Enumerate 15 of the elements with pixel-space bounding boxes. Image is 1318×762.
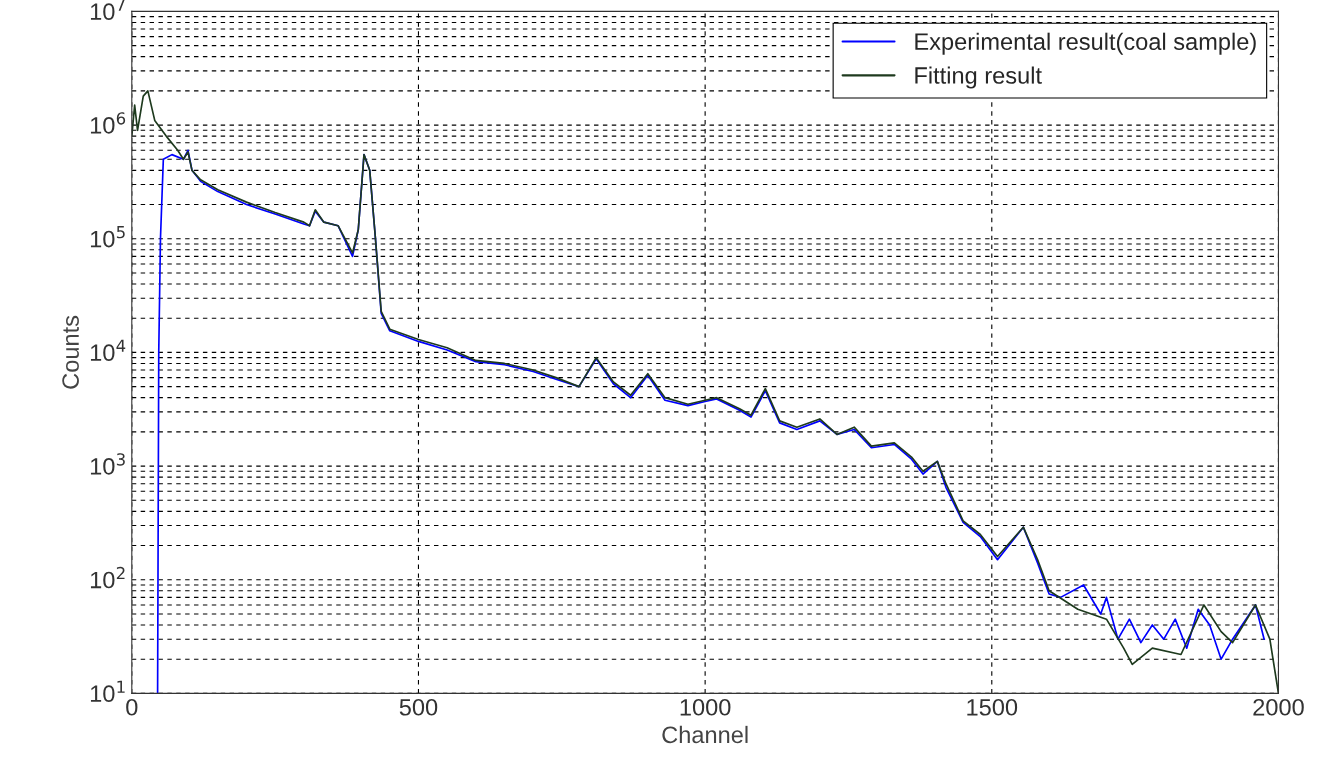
y-axis-title: Counts <box>62 315 79 389</box>
y-tick-label: 10$^{3}$ <box>90 453 125 475</box>
y-tick-label: 10$^{1}$ <box>90 680 125 703</box>
y-tick-label: 10$^{4}$ <box>90 339 126 362</box>
legend-label: Experimental result(coal sample) <box>915 32 1256 55</box>
y-tick-label: 10$^{5}$ <box>90 226 125 248</box>
legend-label: Fitting result <box>915 66 1042 89</box>
y-tick-label: 10$^{6}$ <box>90 112 126 134</box>
x-tick-label: 1000 <box>680 698 731 716</box>
y-tick-label: 10$^{2}$ <box>90 566 125 589</box>
x-tick-label: 500 <box>399 698 438 716</box>
x-tick-label: 0 <box>126 698 138 716</box>
x-tick-label: 2000 <box>1253 698 1304 716</box>
x-axis-title: Channel <box>662 725 748 744</box>
x-tick-label: 1500 <box>967 698 1018 716</box>
